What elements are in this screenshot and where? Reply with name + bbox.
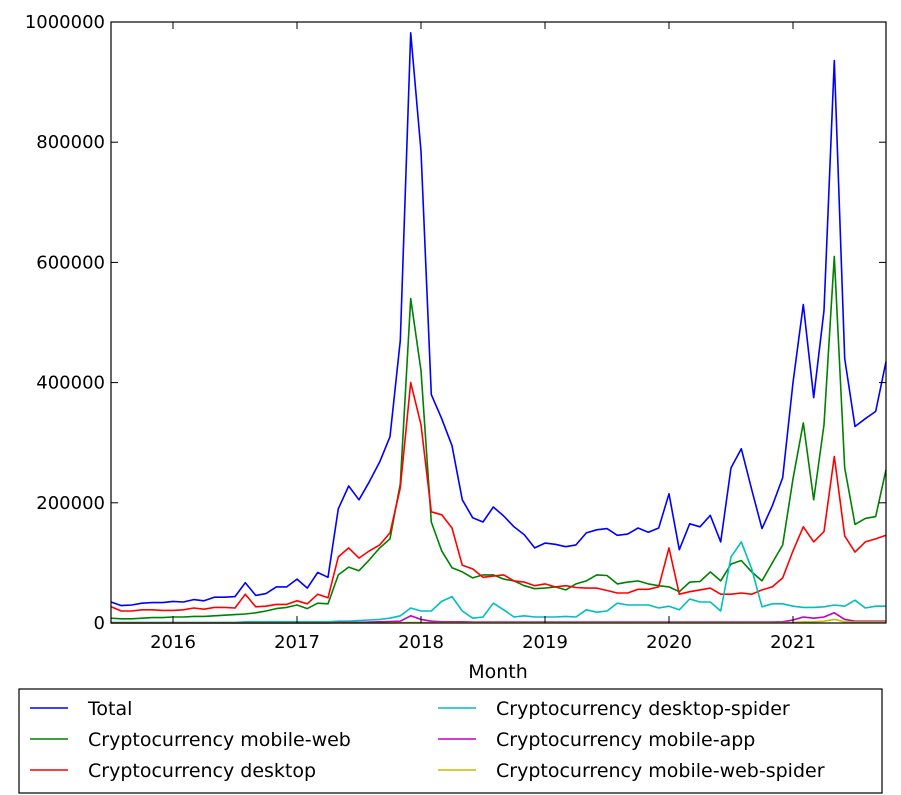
x-tick-label: 2018 [398,632,444,653]
x-tick-label: 2020 [646,632,692,653]
legend-label: Cryptocurrency desktop [88,760,316,782]
y-tick-label: 200000 [36,493,105,514]
y-axis: 0 200000 400000 600000 800000 1000000 [25,12,886,634]
y-tick-label: 800000 [36,132,105,153]
legend-frame [18,688,883,794]
series-line-3 [111,541,886,624]
y-tick-label: 1000000 [25,12,105,33]
x-tick-label: 2017 [274,632,320,653]
legend-label: Cryptocurrency mobile-app [496,729,755,751]
x-tick-label: 2021 [770,632,816,653]
legend-label: Cryptocurrency mobile-web [88,729,351,751]
series-line-0 [110,31,887,607]
legend-label: Cryptocurrency desktop-spider [496,698,790,720]
legend-label: Total [87,698,132,720]
series-layer [110,31,887,624]
series-line-1 [110,255,887,620]
x-axis: 2016 2017 2018 2019 2020 2021 [150,22,816,653]
y-tick-label: 400000 [36,373,105,394]
y-tick-label: 600000 [36,252,105,273]
x-axis-label: Month [468,661,528,683]
plot-frame [110,21,887,624]
legend: Total Cryptocurrency mobile-web Cryptocurr… [18,688,883,794]
series-line-2 [110,381,887,612]
y-tick-label: 0 [94,613,105,634]
x-tick-label: 2016 [150,632,196,653]
x-tick-label: 2019 [522,632,568,653]
legend-label: Cryptocurrency mobile-web-spider [496,760,825,782]
